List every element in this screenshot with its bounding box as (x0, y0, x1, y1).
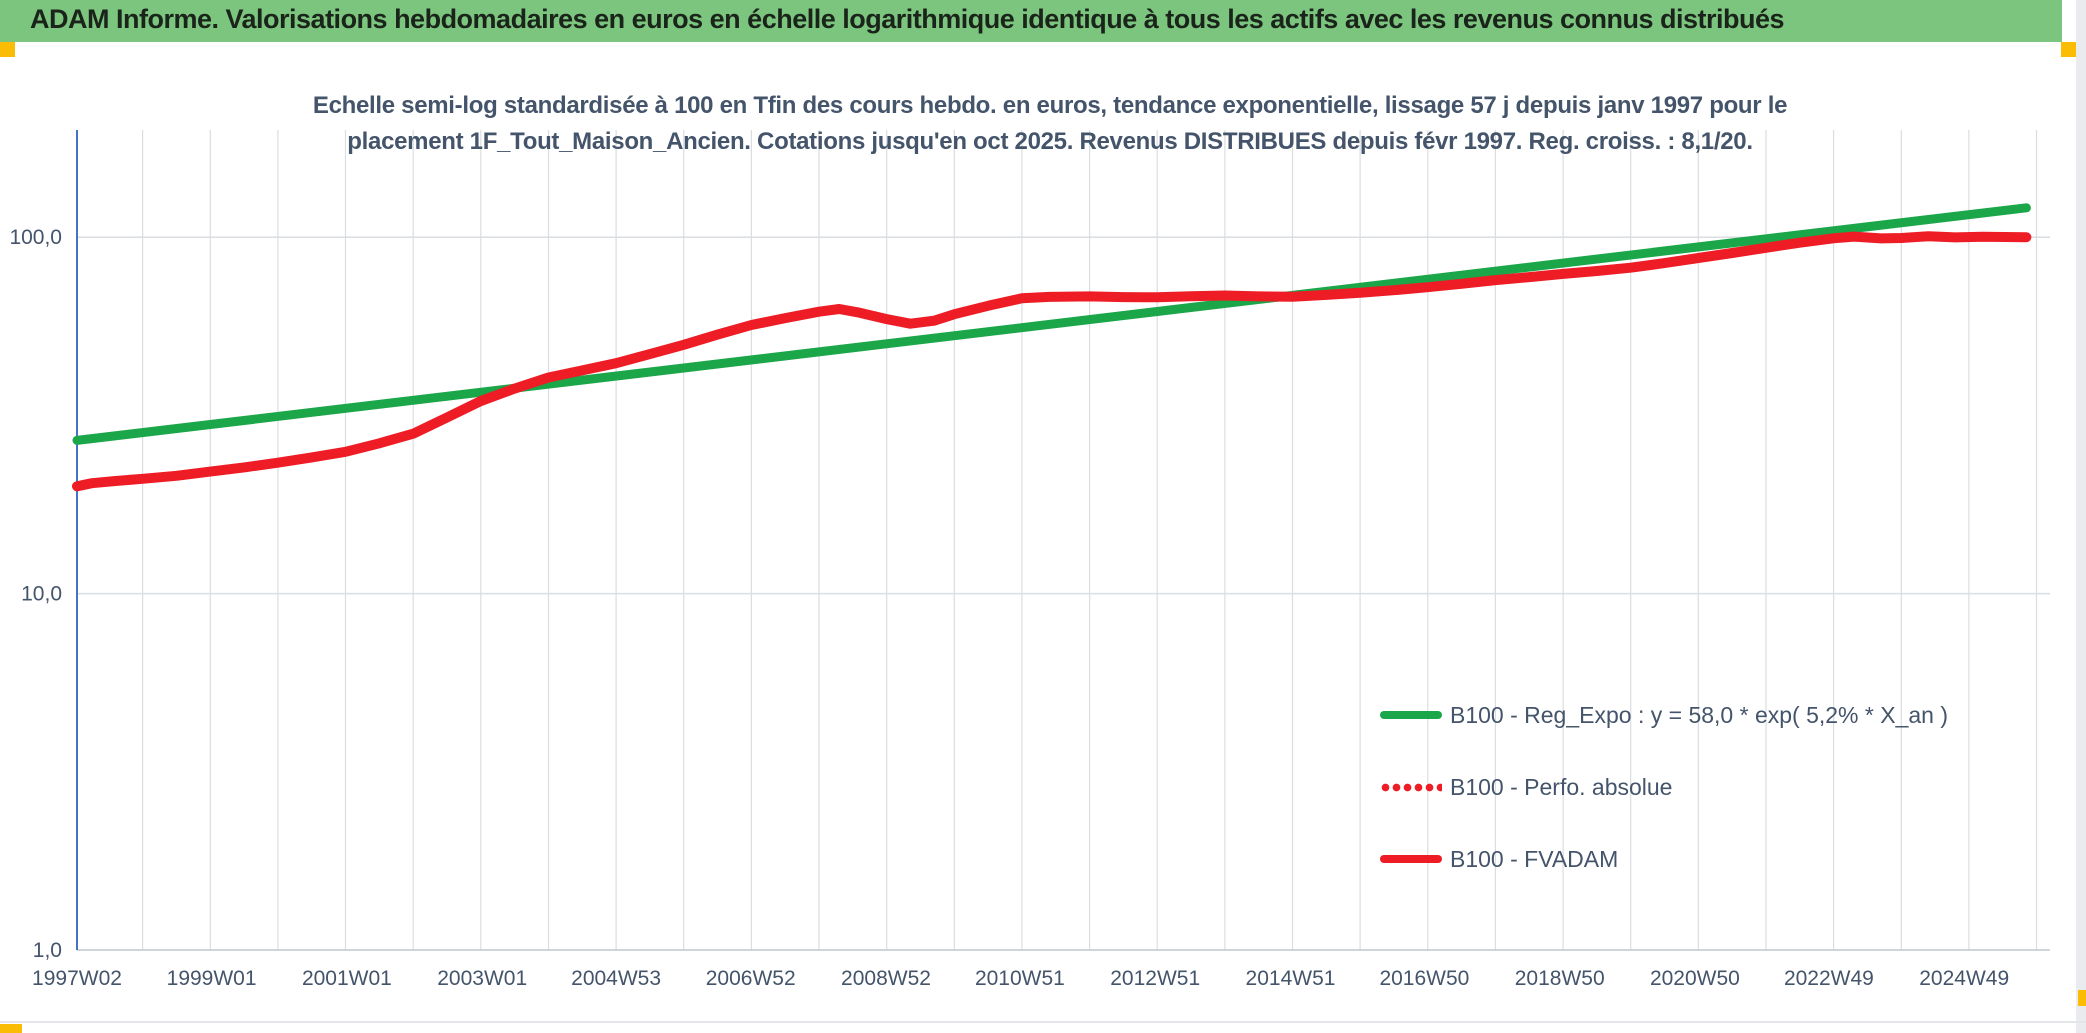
svg-text:1999W01: 1999W01 (167, 967, 257, 990)
legend-item-perfo-absolue[interactable]: B100 - Perfo. absolue (1380, 751, 1948, 823)
gridlines (77, 130, 2050, 950)
legend-label: B100 - Perfo. absolue (1450, 773, 1673, 800)
legend: B100 - Reg_Expo : y = 58,0 * exp( 5,2% *… (1380, 679, 1948, 895)
svg-text:2022W49: 2022W49 (1784, 967, 1874, 990)
svg-text:2014W51: 2014W51 (1246, 967, 1336, 990)
svg-text:2004W53: 2004W53 (571, 967, 661, 990)
gold-cell-marker-top-right (2061, 42, 2076, 57)
svg-text:100,0: 100,0 (9, 226, 62, 249)
series-lines (72, 203, 2032, 492)
y-axis-labels: 1,0 10,0 100,0 (9, 226, 62, 962)
legend-swatch-green-solid-icon (1380, 711, 1442, 719)
legend-item-reg-expo[interactable]: B100 - Reg_Expo : y = 58,0 * exp( 5,2% *… (1380, 679, 1948, 751)
gold-cell-marker-top-left (0, 42, 15, 57)
svg-text:10,0: 10,0 (21, 583, 62, 606)
svg-text:2008W52: 2008W52 (841, 967, 931, 990)
svg-text:1,0: 1,0 (33, 939, 62, 962)
legend-item-fvadam[interactable]: B100 - FVADAM (1380, 823, 1948, 895)
series-line (72, 231, 2032, 492)
svg-text:2018W50: 2018W50 (1515, 967, 1605, 990)
gold-cell-marker-bottom-right (2078, 990, 2086, 1006)
svg-text:2012W51: 2012W51 (1110, 967, 1200, 990)
legend-swatch-red-solid-icon (1380, 855, 1442, 863)
legend-label: B100 - FVADAM (1450, 845, 1619, 872)
x-axis-labels: 1997W02 1999W01 2001W01 2003W01 2004W53 2006W… (32, 967, 2009, 990)
sheet-row-divider (0, 1021, 2086, 1023)
series-line (72, 203, 2031, 445)
chart-title-line2: placement 1F_Tout_Maison_Ancien. Cotatio… (347, 128, 1753, 155)
svg-text:2024W49: 2024W49 (1919, 967, 2009, 990)
svg-text:2001W01: 2001W01 (302, 967, 392, 990)
legend-swatch-red-dotted-icon (1380, 782, 1442, 792)
chart-title-line1: Echelle semi-log standardisée à 100 en T… (312, 92, 1788, 119)
header-title: ADAM Informe. Valorisations hebdomadaire… (30, 4, 1785, 34)
axes (76, 130, 2050, 951)
svg-text:2010W51: 2010W51 (975, 967, 1065, 990)
svg-text:2006W52: 2006W52 (706, 967, 796, 990)
svg-text:2016W50: 2016W50 (1379, 967, 1469, 990)
svg-text:2003W01: 2003W01 (437, 967, 527, 990)
legend-label: B100 - Reg_Expo : y = 58,0 * exp( 5,2% *… (1450, 701, 1948, 728)
header-bar: ADAM Informe. Valorisations hebdomadaire… (0, 0, 2062, 42)
gold-cell-marker-bottom-left (0, 1024, 22, 1033)
chart-title: Echelle semi-log standardisée à 100 en T… (240, 88, 1860, 160)
svg-text:1997W02: 1997W02 (32, 967, 122, 990)
right-gutter (2076, 0, 2086, 1033)
svg-text:2020W50: 2020W50 (1650, 967, 1740, 990)
